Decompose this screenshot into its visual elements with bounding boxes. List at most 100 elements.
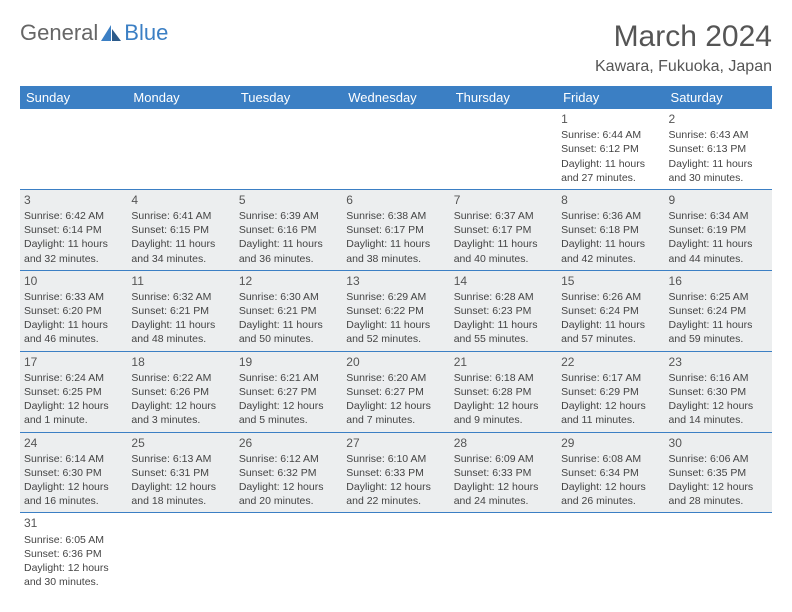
daylight-text: Daylight: 11 hours and 46 minutes. xyxy=(24,318,123,346)
sunset-text: Sunset: 6:30 PM xyxy=(669,385,768,399)
calendar-cell-empty xyxy=(450,109,557,189)
calendar-cell: 2Sunrise: 6:43 AMSunset: 6:13 PMDaylight… xyxy=(665,109,772,189)
sunrise-text: Sunrise: 6:41 AM xyxy=(131,209,230,223)
day-number: 14 xyxy=(454,273,553,289)
sunrise-text: Sunrise: 6:18 AM xyxy=(454,371,553,385)
sunrise-text: Sunrise: 6:30 AM xyxy=(239,290,338,304)
sunrise-text: Sunrise: 6:14 AM xyxy=(24,452,123,466)
sunset-text: Sunset: 6:34 PM xyxy=(561,466,660,480)
sunset-text: Sunset: 6:14 PM xyxy=(24,223,123,237)
daylight-text: Daylight: 11 hours and 55 minutes. xyxy=(454,318,553,346)
day-number: 16 xyxy=(669,273,768,289)
weekday-header: Monday xyxy=(127,86,234,109)
sunset-text: Sunset: 6:29 PM xyxy=(561,385,660,399)
weekday-header: Thursday xyxy=(450,86,557,109)
sunset-text: Sunset: 6:30 PM xyxy=(24,466,123,480)
calendar-cell-empty xyxy=(557,513,664,593)
daylight-text: Daylight: 11 hours and 32 minutes. xyxy=(24,237,123,265)
daylight-text: Daylight: 12 hours and 9 minutes. xyxy=(454,399,553,427)
daylight-text: Daylight: 12 hours and 3 minutes. xyxy=(131,399,230,427)
daylight-text: Daylight: 12 hours and 11 minutes. xyxy=(561,399,660,427)
daylight-text: Daylight: 12 hours and 20 minutes. xyxy=(239,480,338,508)
daylight-text: Daylight: 12 hours and 18 minutes. xyxy=(131,480,230,508)
sunrise-text: Sunrise: 6:28 AM xyxy=(454,290,553,304)
sunset-text: Sunset: 6:36 PM xyxy=(24,547,123,561)
calendar-cell: 13Sunrise: 6:29 AMSunset: 6:22 PMDayligh… xyxy=(342,270,449,351)
sunset-text: Sunset: 6:17 PM xyxy=(454,223,553,237)
day-number: 18 xyxy=(131,354,230,370)
sunrise-text: Sunrise: 6:37 AM xyxy=(454,209,553,223)
day-number: 21 xyxy=(454,354,553,370)
daylight-text: Daylight: 11 hours and 42 minutes. xyxy=(561,237,660,265)
calendar-cell: 18Sunrise: 6:22 AMSunset: 6:26 PMDayligh… xyxy=(127,351,234,432)
weekday-header: Sunday xyxy=(20,86,127,109)
day-number: 2 xyxy=(669,111,768,127)
sunrise-text: Sunrise: 6:08 AM xyxy=(561,452,660,466)
weekday-header: Wednesday xyxy=(342,86,449,109)
sunrise-text: Sunrise: 6:05 AM xyxy=(24,533,123,547)
daylight-text: Daylight: 12 hours and 30 minutes. xyxy=(24,561,123,589)
logo-text-general: General xyxy=(20,20,98,46)
sunrise-text: Sunrise: 6:21 AM xyxy=(239,371,338,385)
sunset-text: Sunset: 6:21 PM xyxy=(239,304,338,318)
calendar-row: 24Sunrise: 6:14 AMSunset: 6:30 PMDayligh… xyxy=(20,432,772,513)
weekday-row: SundayMondayTuesdayWednesdayThursdayFrid… xyxy=(20,86,772,109)
day-number: 30 xyxy=(669,435,768,451)
calendar-cell: 19Sunrise: 6:21 AMSunset: 6:27 PMDayligh… xyxy=(235,351,342,432)
sunrise-text: Sunrise: 6:12 AM xyxy=(239,452,338,466)
calendar-row: 10Sunrise: 6:33 AMSunset: 6:20 PMDayligh… xyxy=(20,270,772,351)
daylight-text: Daylight: 11 hours and 59 minutes. xyxy=(669,318,768,346)
calendar-body: 1Sunrise: 6:44 AMSunset: 6:12 PMDaylight… xyxy=(20,109,772,593)
sunrise-text: Sunrise: 6:36 AM xyxy=(561,209,660,223)
sunset-text: Sunset: 6:13 PM xyxy=(669,142,768,156)
sunrise-text: Sunrise: 6:16 AM xyxy=(669,371,768,385)
daylight-text: Daylight: 11 hours and 34 minutes. xyxy=(131,237,230,265)
sunrise-text: Sunrise: 6:20 AM xyxy=(346,371,445,385)
day-number: 3 xyxy=(24,192,123,208)
day-number: 31 xyxy=(24,515,123,531)
calendar-cell: 6Sunrise: 6:38 AMSunset: 6:17 PMDaylight… xyxy=(342,189,449,270)
calendar-cell: 30Sunrise: 6:06 AMSunset: 6:35 PMDayligh… xyxy=(665,432,772,513)
day-number: 1 xyxy=(561,111,660,127)
day-number: 27 xyxy=(346,435,445,451)
sunset-text: Sunset: 6:25 PM xyxy=(24,385,123,399)
calendar-cell: 1Sunrise: 6:44 AMSunset: 6:12 PMDaylight… xyxy=(557,109,664,189)
title-block: March 2024 Kawara, Fukuoka, Japan xyxy=(595,20,772,76)
sunrise-text: Sunrise: 6:22 AM xyxy=(131,371,230,385)
sunset-text: Sunset: 6:33 PM xyxy=(346,466,445,480)
weekday-header: Friday xyxy=(557,86,664,109)
day-number: 10 xyxy=(24,273,123,289)
daylight-text: Daylight: 11 hours and 50 minutes. xyxy=(239,318,338,346)
sunset-text: Sunset: 6:33 PM xyxy=(454,466,553,480)
sunset-text: Sunset: 6:12 PM xyxy=(561,142,660,156)
calendar-row: 1Sunrise: 6:44 AMSunset: 6:12 PMDaylight… xyxy=(20,109,772,189)
calendar-cell: 16Sunrise: 6:25 AMSunset: 6:24 PMDayligh… xyxy=(665,270,772,351)
sunset-text: Sunset: 6:16 PM xyxy=(239,223,338,237)
sunrise-text: Sunrise: 6:34 AM xyxy=(669,209,768,223)
sunset-text: Sunset: 6:17 PM xyxy=(346,223,445,237)
daylight-text: Daylight: 11 hours and 40 minutes. xyxy=(454,237,553,265)
calendar-cell: 8Sunrise: 6:36 AMSunset: 6:18 PMDaylight… xyxy=(557,189,664,270)
sunrise-text: Sunrise: 6:13 AM xyxy=(131,452,230,466)
sunrise-text: Sunrise: 6:32 AM xyxy=(131,290,230,304)
day-number: 17 xyxy=(24,354,123,370)
daylight-text: Daylight: 12 hours and 1 minute. xyxy=(24,399,123,427)
day-number: 23 xyxy=(669,354,768,370)
daylight-text: Daylight: 11 hours and 27 minutes. xyxy=(561,157,660,185)
sunrise-text: Sunrise: 6:38 AM xyxy=(346,209,445,223)
daylight-text: Daylight: 11 hours and 30 minutes. xyxy=(669,157,768,185)
calendar-cell-empty xyxy=(342,109,449,189)
calendar-cell: 31 Sunrise: 6:05 AMSunset: 6:36 PMDayligh… xyxy=(20,513,127,593)
calendar-cell-empty xyxy=(450,513,557,593)
sunrise-text: Sunrise: 6:33 AM xyxy=(24,290,123,304)
calendar-cell: 9Sunrise: 6:34 AMSunset: 6:19 PMDaylight… xyxy=(665,189,772,270)
sunset-text: Sunset: 6:24 PM xyxy=(669,304,768,318)
sunset-text: Sunset: 6:23 PM xyxy=(454,304,553,318)
daylight-text: Daylight: 12 hours and 28 minutes. xyxy=(669,480,768,508)
calendar-cell: 20Sunrise: 6:20 AMSunset: 6:27 PMDayligh… xyxy=(342,351,449,432)
sunrise-text: Sunrise: 6:42 AM xyxy=(24,209,123,223)
calendar-cell: 25Sunrise: 6:13 AMSunset: 6:31 PMDayligh… xyxy=(127,432,234,513)
sunset-text: Sunset: 6:35 PM xyxy=(669,466,768,480)
sunset-text: Sunset: 6:24 PM xyxy=(561,304,660,318)
calendar-cell: 29Sunrise: 6:08 AMSunset: 6:34 PMDayligh… xyxy=(557,432,664,513)
